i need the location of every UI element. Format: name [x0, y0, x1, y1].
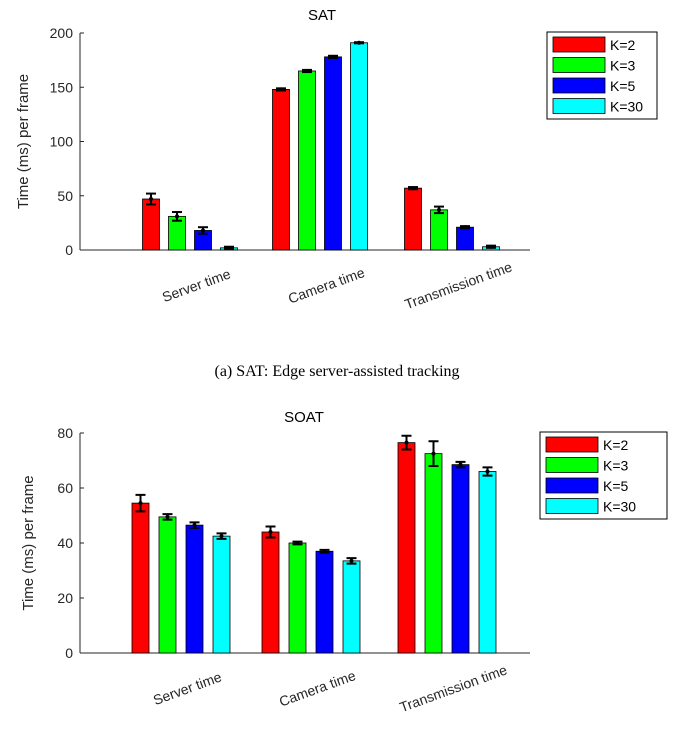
sat-legend-swatch-k-3 [552, 57, 606, 73]
soat-legend-swatch-k-2 [545, 436, 599, 453]
sat-bar-camera-time-k-5 [324, 56, 342, 251]
chart-sat: SAT 0 50 100 150 200 Time (ms) per frame Server… [15, 7, 658, 312]
soat-title: SOAT [284, 409, 324, 426]
sat-legend-swatch-k-2 [552, 36, 606, 53]
sat-title: SAT [308, 7, 336, 24]
sat-mean-dot [331, 54, 335, 59]
sat-legend-swatch-k-30 [552, 98, 606, 114]
sat-category-label: Transmission time [402, 258, 514, 312]
soat-legend-label-k-30: K=30 [603, 499, 636, 515]
sat-y-axis-label: Time (ms) per frame [15, 74, 32, 209]
soat-mean-dot [458, 462, 463, 467]
soat-y-tick-label: 80 [57, 425, 73, 441]
soat-mean-dot [295, 541, 300, 545]
soat-mean-dot [431, 451, 436, 456]
sat-category-label: Server time [160, 265, 233, 305]
soat-bar-transmission-time-k-3 [424, 453, 443, 654]
sat-bar-transmission-time-k-5 [456, 226, 474, 251]
soat-mean-dot [219, 534, 224, 539]
sat-mean-dot [463, 225, 467, 230]
soat-y-tick-label: 20 [57, 590, 73, 606]
soat-legend-swatch-k-5 [545, 477, 599, 494]
soat-y-tick-label: 40 [57, 535, 73, 551]
sat-mean-dot [279, 87, 283, 92]
sat-category-label: Camera time [286, 264, 367, 307]
soat-category-label: Camera time [277, 667, 358, 710]
soat-y-axis-label: Time (ms) per frame [20, 475, 37, 610]
sat-bar-camera-time-k-2 [272, 89, 290, 251]
sat-legend-swatch-k-5 [552, 77, 606, 94]
soat-legend-swatch-k-3 [545, 457, 599, 473]
sat-mean-dot [489, 244, 493, 249]
sat-y-tick-label: 200 [50, 25, 74, 41]
soat-mean-dot [165, 514, 170, 519]
sat-legend-label-k-30: K=30 [610, 99, 643, 115]
soat-legend-label-k-3: K=3 [603, 458, 629, 474]
soat-bar-camera-time-k-30 [342, 560, 361, 654]
sat-legend-label-k-5: K=5 [610, 78, 636, 94]
sat-mean-dot [175, 214, 179, 219]
sat-legend-label-k-2: K=2 [610, 37, 636, 53]
soat-mean-dot [192, 523, 197, 528]
sat-mean-dot [149, 197, 153, 202]
soat-bar-transmission-time-k-30 [478, 471, 497, 654]
soat-bar-camera-time-k-3 [288, 542, 307, 654]
soat-mean-dot [404, 440, 409, 445]
soat-y-tick-label: 60 [57, 480, 73, 496]
soat-bar-transmission-time-k-5 [451, 464, 470, 654]
sat-y-tick-label: 50 [57, 188, 73, 204]
soat-category-label: Server time [151, 668, 224, 708]
soat-bar-camera-time-k-2 [261, 531, 280, 654]
sat-bar-server-time-k-2 [142, 198, 160, 251]
sat-bar-camera-time-k-3 [298, 70, 316, 251]
sat-mean-dot [227, 245, 231, 250]
soat-mean-dot [485, 469, 490, 474]
soat-category-label: Transmission time [397, 661, 509, 715]
soat-bar-transmission-time-k-2 [397, 442, 416, 654]
soat-bar-server-time-k-5 [185, 524, 204, 654]
soat-bar-server-time-k-2 [131, 502, 150, 654]
soat-bar-camera-time-k-5 [315, 550, 334, 654]
soat-mean-dot [322, 549, 327, 554]
sat-mean-dot [201, 228, 205, 233]
sat-bar-transmission-time-k-2 [404, 187, 422, 251]
sat-y-tick-label: 100 [50, 134, 74, 150]
soat-mean-dot [268, 530, 273, 534]
soat-mean-dot [138, 501, 143, 506]
chart-soat: SOAT 0 20 40 60 80 Time (ms) per frame Server t… [20, 409, 668, 715]
caption-sat: (a) SAT: Edge server-assisted tracking [214, 363, 459, 380]
sat-mean-dot [305, 68, 309, 73]
soat-y-tick-label: 0 [65, 645, 73, 661]
sat-mean-dot [437, 207, 441, 212]
soat-mean-dot [349, 558, 354, 563]
soat-bar-server-time-k-3 [158, 516, 177, 654]
sat-bar-camera-time-k-30 [350, 42, 368, 251]
sat-mean-dot [357, 40, 361, 45]
sat-y-tick-label: 150 [50, 79, 74, 95]
soat-bar-server-time-k-30 [212, 535, 231, 654]
soat-legend-label-k-2: K=2 [603, 437, 629, 453]
sat-bar-transmission-time-k-3 [430, 209, 448, 251]
sat-y-tick-label: 0 [65, 242, 73, 258]
sat-legend-label-k-3: K=3 [610, 58, 636, 74]
soat-legend-swatch-k-30 [545, 498, 599, 514]
soat-legend-label-k-5: K=5 [603, 478, 629, 494]
sat-mean-dot [411, 186, 415, 191]
